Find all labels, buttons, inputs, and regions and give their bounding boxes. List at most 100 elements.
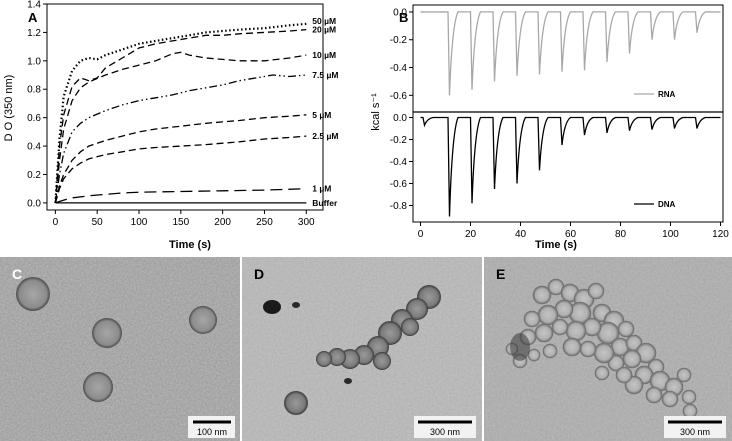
itc-trace-dna (420, 116, 721, 217)
vesicle (532, 285, 552, 305)
series-label: 1 µM (312, 184, 331, 194)
vesicle (681, 389, 697, 405)
vesicle-aggregate (316, 285, 441, 370)
x-tick-label: 100 (662, 229, 679, 240)
vesicle (593, 342, 615, 364)
series-line-1-m (55, 188, 307, 204)
panel-a-turbidity-chart: A 0 50 100 150 200 250 300 0.0 0.2 0.4 0.6 0.8 1.0 1.… (0, 0, 366, 255)
y-tick-label: 0.0 (27, 198, 41, 209)
vesicle (676, 367, 692, 383)
x-tick-label: 250 (256, 217, 273, 228)
vesicle (83, 372, 113, 402)
series-label: 50 µM (312, 16, 336, 26)
vesicle (617, 320, 635, 338)
panel-a-label: A (28, 10, 38, 25)
series-line-10-m (54, 51, 307, 203)
y-tick-label: -0.2 (390, 135, 408, 146)
series-label: 7.5 µM (312, 70, 338, 80)
vesicle-aggregate (505, 278, 698, 419)
scale-bar-label: 100 nm (197, 427, 227, 437)
micrograph-e-image: E 300 nm (484, 257, 732, 441)
series-label: 10 µM (312, 50, 336, 60)
vesicle (189, 306, 217, 334)
x-tick-label: 80 (615, 229, 627, 240)
vesicle (16, 277, 50, 311)
series-label: 5 µM (312, 110, 331, 120)
series-line-5-m (54, 114, 307, 204)
chart-b-ylabel: kcal s⁻¹ (370, 93, 382, 131)
chart-a-svg: A 0 50 100 150 200 250 300 0.0 0.2 0.4 0.6 0.8 1.0 1.… (3, 0, 338, 251)
x-tick-label: 120 (712, 229, 729, 240)
scale-bar-label: 300 nm (430, 427, 460, 437)
vesicle (645, 386, 663, 404)
y-tick-label: 0.8 (27, 85, 41, 96)
y-tick-label: -0.2 (390, 35, 408, 46)
vesicle (682, 403, 698, 419)
micrograph-d-image: D 300 nm (242, 257, 482, 441)
chart-a-frame (46, 3, 324, 211)
x-tick-label: 0 (418, 229, 424, 240)
y-tick-label: -0.6 (390, 179, 408, 190)
vesicle (523, 310, 541, 328)
panel-d-label: D (254, 266, 264, 282)
vesicle (565, 320, 587, 342)
chart-a-xlabel: Time (s) (169, 239, 211, 251)
y-tick-label: -0.8 (390, 201, 408, 212)
x-tick-label: 150 (172, 217, 189, 228)
vesicle (661, 390, 679, 408)
y-tick-label: 0.4 (27, 142, 41, 153)
y-tick-label: 1.4 (27, 0, 41, 11)
panel-b-itc-chart: B 0 20 40 60 80 100 120 0.0 -0.2 -0.4 -0.6 0.0 -0.2 -… (366, 0, 732, 255)
series-label: Buffer (312, 198, 338, 208)
series-label: 2.5 µM (312, 131, 338, 141)
series-line-50-m (54, 22, 307, 203)
chart-b-series: RNA DNA (420, 11, 721, 217)
legend-label: DNA (658, 200, 676, 209)
x-tick-label: 50 (92, 217, 104, 228)
chart-a-ylabel: D O (350 nm) (3, 75, 15, 142)
micrograph-c: C 100 nm (0, 257, 240, 441)
vesicle (622, 349, 642, 369)
y-tick-label: 0.0 (393, 113, 407, 124)
vesicle (615, 366, 633, 384)
dark-particle (344, 378, 352, 384)
vesicle (542, 343, 558, 359)
x-tick-label: 20 (465, 229, 477, 240)
vesicle (551, 318, 569, 336)
y-tick-label: -0.4 (390, 63, 408, 74)
vesicle (92, 318, 122, 348)
vesicle (579, 340, 597, 358)
vesicle (534, 323, 554, 343)
dark-particle (292, 302, 300, 308)
x-tick-label: 200 (214, 217, 231, 228)
y-tick-label: -0.6 (390, 91, 408, 102)
panel-c-label: C (12, 266, 22, 282)
itc-trace-rna (420, 11, 721, 96)
chart-a-series (54, 22, 307, 204)
scale-bar-label: 300 nm (680, 427, 710, 437)
y-tick-label: 1.2 (27, 28, 41, 39)
vesicle (284, 391, 308, 415)
vesicle (594, 365, 610, 381)
y-tick-label: 0.6 (27, 113, 41, 124)
dark-region (510, 333, 530, 361)
micrograph-e: E 300 nm (484, 257, 732, 441)
chart-b-frame (412, 4, 724, 223)
y-tick-label: 0.2 (27, 170, 41, 181)
micrograph-d: D 300 nm (242, 257, 482, 441)
panel-b-label: B (399, 10, 408, 25)
y-tick-label: -0.4 (390, 157, 408, 168)
panel-e-label: E (496, 266, 505, 282)
series-line-2-5-m (54, 135, 307, 204)
legend-label: RNA (658, 90, 676, 99)
micrograph-c-image: C 100 nm (0, 257, 240, 441)
series-line-20-m (54, 28, 307, 203)
x-tick-label: 60 (565, 229, 577, 240)
y-tick-label: 0.0 (393, 7, 407, 18)
x-tick-label: 100 (131, 217, 148, 228)
dark-particle (263, 300, 281, 314)
chart-b-xlabel: Time (s) (535, 239, 577, 251)
vesicle (587, 282, 605, 300)
vesicle (527, 348, 541, 362)
